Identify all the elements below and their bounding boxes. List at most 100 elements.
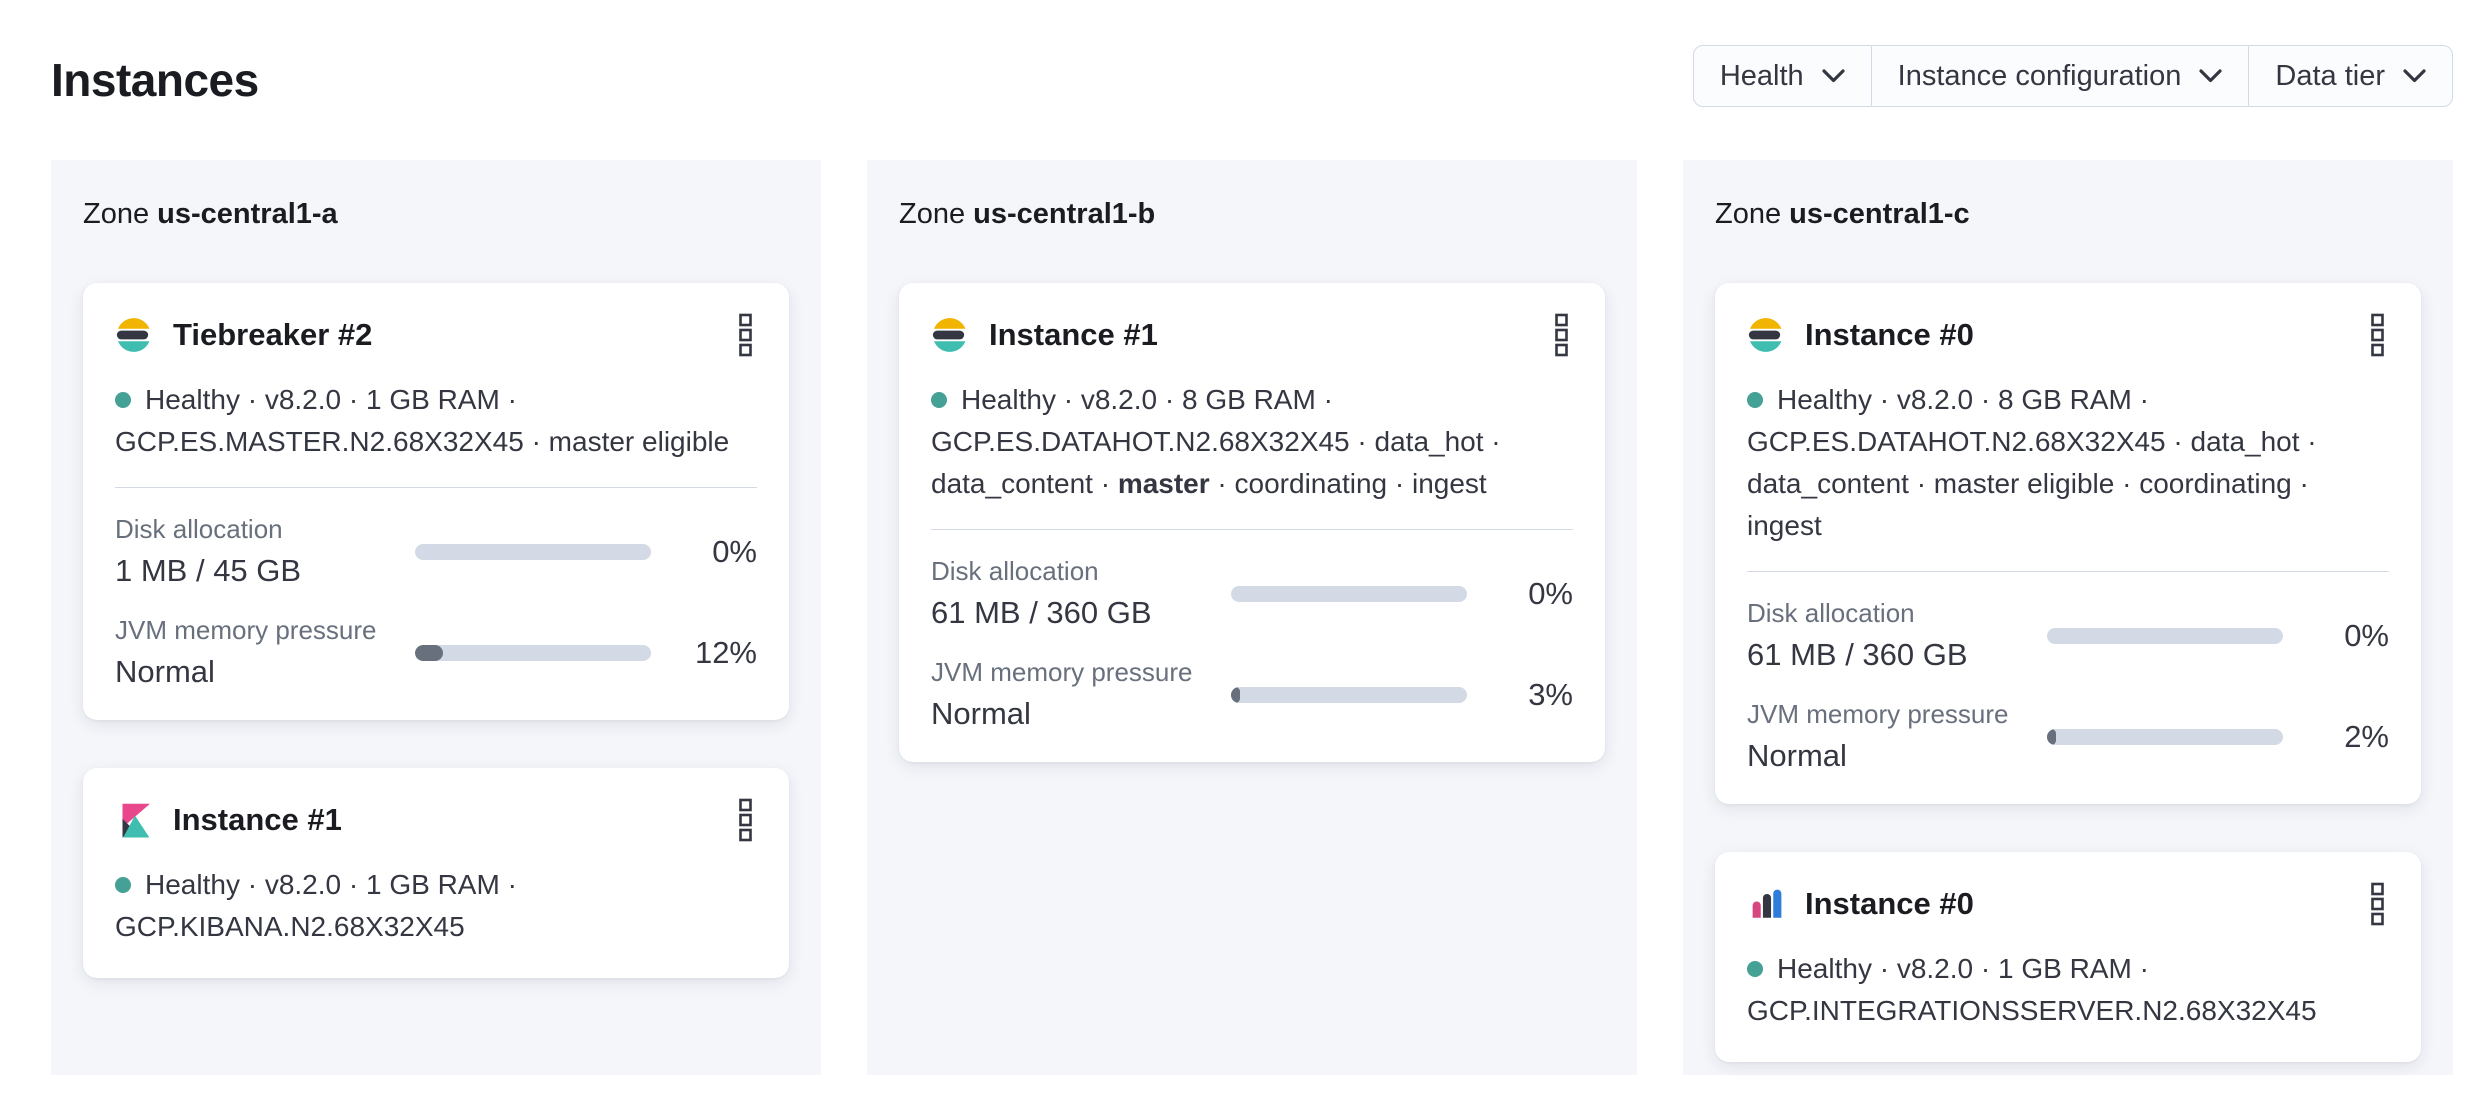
healthy-status-dot: [115, 877, 131, 893]
filter-button-health[interactable]: Health: [1694, 46, 1871, 106]
status-text: · coordinating · ingest: [1209, 468, 1487, 499]
status-text: Healthy · v8.2.0 · 1 GB RAM · GCP.KIBANA…: [115, 869, 517, 942]
card-header: Instance #0: [1747, 313, 2389, 357]
zone-label: Zone us-central1-c: [1715, 198, 2421, 231]
metric-value: 1 MB / 45 GB: [115, 553, 302, 588]
metric-percent: 0%: [2344, 617, 2389, 653]
metric-percent: 3%: [1528, 676, 1573, 712]
elasticsearch-logo-icon: [116, 318, 150, 352]
metric-label: Disk allocation: [1747, 598, 1915, 628]
status-text: Healthy · v8.2.0 · 8 GB RAM · GCP.ES.DAT…: [931, 384, 1501, 499]
card-header: Tiebreaker #2: [115, 313, 757, 357]
instance-card-tiebreaker-2: Tiebreaker #2 Healthy · v8.2.0 · 1 GB RA…: [83, 283, 789, 720]
healthy-status-dot: [931, 392, 947, 408]
instance-menu-button[interactable]: [734, 798, 757, 842]
zone-label-prefix: Zone: [899, 198, 966, 230]
zones-row: Zone us-central1-a Tiebreaker #2 Healthy…: [51, 160, 2453, 1075]
metric-value: Normal: [931, 696, 1031, 731]
filter-button-data-tier[interactable]: Data tier: [2248, 46, 2452, 106]
boxes-vertical-icon: [739, 798, 752, 842]
instances-page: Instances Health Instance configuration …: [51, 45, 2453, 1075]
zone-label: Zone us-central1-a: [83, 198, 789, 231]
zone-label-prefix: Zone: [1715, 198, 1782, 230]
card-header: Instance #1: [931, 313, 1573, 357]
filter-label: Data tier: [2275, 59, 2385, 92]
bar-fill: [2047, 728, 2057, 745]
metric-value: Normal: [1747, 738, 1847, 773]
jvm-pressure-bar: [2047, 728, 2283, 745]
status-text: Healthy · v8.2.0 · 1 GB RAM · GCP.ES.MAS…: [115, 384, 730, 457]
page-header: Instances Health Instance configuration …: [51, 45, 2453, 107]
metric-percent: 2%: [2344, 718, 2389, 754]
metric-label: Disk allocation: [115, 514, 283, 544]
status-text: Healthy · v8.2.0 · 1 GB RAM · GCP.INTEGR…: [1747, 953, 2317, 1026]
instance-status: Healthy · v8.2.0 · 1 GB RAM · GCP.ES.MAS…: [115, 379, 757, 463]
chevron-down-icon: [2403, 69, 2426, 83]
filter-group: Health Instance configuration Data tier: [1692, 45, 2453, 107]
elasticsearch-logo-icon: [932, 318, 966, 352]
instance-status: Healthy · v8.2.0 · 8 GB RAM · GCP.ES.DAT…: [1747, 379, 2389, 547]
card-divider: [115, 487, 757, 488]
status-text: Healthy · v8.2.0 · 8 GB RAM · GCP.ES.DAT…: [1747, 384, 2317, 541]
chevron-down-icon: [2199, 69, 2222, 83]
disk-allocation-row: Disk allocation 1 MB / 45 GB 0%: [115, 514, 757, 589]
jvm-pressure-row: JVM memory pressure Normal 2%: [1747, 699, 2389, 774]
zone-us-central1-c: Zone us-central1-c Instance #0 Healthy ·…: [1683, 160, 2453, 1075]
instance-menu-button[interactable]: [1550, 313, 1573, 357]
zone-us-central1-a: Zone us-central1-a Tiebreaker #2 Healthy…: [51, 160, 821, 1075]
card-header: Instance #1: [115, 798, 757, 842]
filter-label: Health: [1719, 59, 1804, 92]
jvm-pressure-bar: [415, 644, 651, 661]
jvm-pressure-row: JVM memory pressure Normal 12%: [115, 615, 757, 690]
elasticsearch-logo-icon: [1748, 318, 1782, 352]
disk-usage-bar: [2047, 627, 2283, 644]
metric-label: JVM memory pressure: [115, 615, 377, 645]
metric-value: 61 MB / 360 GB: [1747, 637, 1968, 672]
zone-name: us-central1-c: [1789, 198, 1970, 230]
zone-name: us-central1-b: [973, 198, 1156, 230]
boxes-vertical-icon: [2371, 882, 2384, 926]
metric-label: Disk allocation: [931, 556, 1099, 586]
instance-title: Instance #1: [173, 802, 342, 837]
boxes-vertical-icon: [2371, 313, 2384, 357]
instance-card-es-0: Instance #0 Healthy · v8.2.0 · 8 GB RAM …: [1715, 283, 2421, 804]
boxes-vertical-icon: [739, 313, 752, 357]
filter-label: Instance configuration: [1897, 59, 2182, 92]
healthy-status-dot: [115, 392, 131, 408]
metric-percent: 0%: [1528, 575, 1573, 611]
instance-menu-button[interactable]: [2366, 313, 2389, 357]
zone-us-central1-b: Zone us-central1-b Instance #1 Healthy ·…: [867, 160, 1637, 1075]
instance-status: Healthy · v8.2.0 · 1 GB RAM · GCP.KIBANA…: [115, 864, 757, 948]
healthy-status-dot: [1747, 392, 1763, 408]
card-header: Instance #0: [1747, 882, 2389, 926]
card-divider: [931, 529, 1573, 530]
instance-title: Tiebreaker #2: [173, 317, 373, 352]
instance-card-es-1: Instance #1 Healthy · v8.2.0 · 8 GB RAM …: [899, 283, 1605, 762]
instance-title: Instance #0: [1805, 886, 1974, 921]
metric-label: JVM memory pressure: [1747, 699, 2009, 729]
disk-allocation-row: Disk allocation 61 MB / 360 GB 0%: [931, 556, 1573, 631]
metric-value: 61 MB / 360 GB: [931, 595, 1152, 630]
metric-label: JVM memory pressure: [931, 657, 1193, 687]
kibana-logo-icon: [122, 803, 150, 838]
integrations-server-logo-icon: [1752, 889, 1782, 918]
zone-label: Zone us-central1-b: [899, 198, 1605, 231]
status-text-bold: master: [1117, 468, 1210, 499]
instance-title: Instance #0: [1805, 317, 1974, 352]
page-title: Instances: [51, 54, 259, 107]
instance-card-kibana-1: Instance #1 Healthy · v8.2.0 · 1 GB RAM …: [83, 768, 789, 978]
filter-button-instance-configuration[interactable]: Instance configuration: [1870, 46, 2249, 106]
instance-title: Instance #1: [989, 317, 1158, 352]
bar-fill: [1231, 686, 1241, 703]
jvm-pressure-row: JVM memory pressure Normal 3%: [931, 657, 1573, 732]
instance-menu-button[interactable]: [2366, 882, 2389, 926]
metric-percent: 12%: [694, 634, 757, 670]
bar-fill: [415, 644, 444, 661]
instance-card-integrations-0: Instance #0 Healthy · v8.2.0 · 1 GB RAM …: [1715, 852, 2421, 1062]
zone-name: us-central1-a: [157, 198, 338, 230]
disk-usage-bar: [1231, 585, 1467, 602]
disk-allocation-row: Disk allocation 61 MB / 360 GB 0%: [1747, 598, 2389, 673]
instance-status: Healthy · v8.2.0 · 8 GB RAM · GCP.ES.DAT…: [931, 379, 1573, 505]
disk-usage-bar: [415, 543, 651, 560]
instance-menu-button[interactable]: [734, 313, 757, 357]
